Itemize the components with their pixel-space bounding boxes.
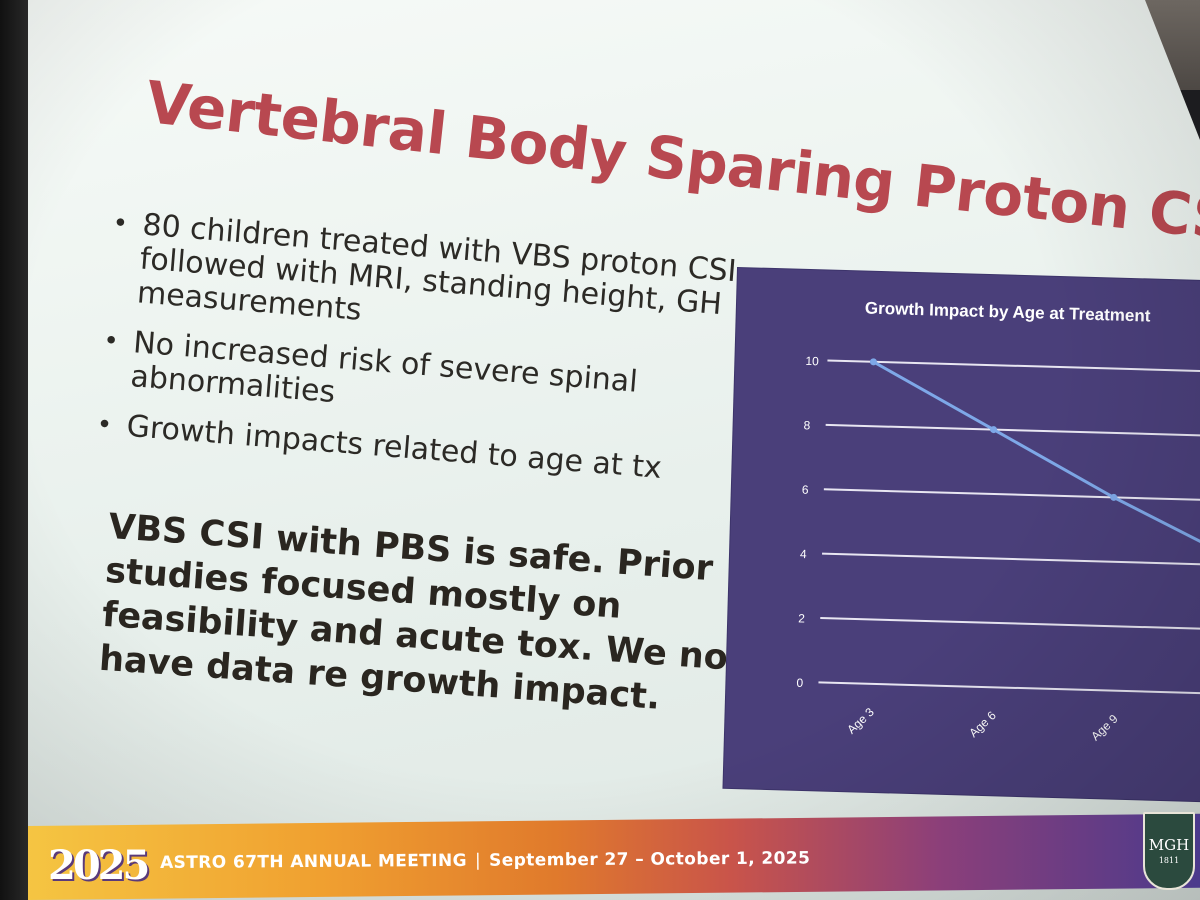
x-tick-label: Age 6 (966, 708, 999, 740)
bullet-dot-icon: • (95, 409, 114, 441)
gridline (827, 359, 1200, 374)
data-point (869, 358, 877, 366)
slide-title: Vertebral Body Sparing Proton CSI (142, 68, 1200, 256)
gridline (822, 552, 1200, 567)
gridline (823, 488, 1200, 503)
conclusion-text: VBS CSI with PBS is safe. Prior studies … (97, 506, 762, 718)
meeting-dates: September 27 – October 1, 2025 (489, 848, 811, 871)
growth-chart: Growth Impact by Age at Treatment 0 2 4 6 8 1… (723, 268, 1200, 803)
gridline (818, 681, 1200, 696)
y-tick-label: 10 (805, 354, 819, 368)
bullet-text: 80 children treated with VBS proton CSI … (135, 207, 738, 328)
mgh-year: 1811 (1158, 856, 1180, 865)
mgh-shield-logo: MGH 1811 (1143, 812, 1195, 890)
mgh-label: MGH (1148, 836, 1190, 854)
meeting-name: ASTRO 67TH ANNUAL MEETING (160, 850, 468, 873)
y-tick-label: 8 (803, 418, 810, 432)
bullet-list: • 80 children treated with VBS proton CS… (92, 206, 790, 511)
y-tick-label: 4 (800, 547, 807, 561)
bullet-dot-icon: • (102, 325, 120, 357)
footer-separator: | (474, 850, 482, 871)
y-tick-label: 0 (796, 676, 803, 690)
x-tick-label: Age 9 (1088, 712, 1121, 744)
chart-title: Growth Impact by Age at Treatment (865, 299, 1151, 326)
gridline (820, 617, 1200, 631)
data-point (990, 426, 998, 434)
gridline (825, 423, 1200, 438)
astro-2025-logo: 2025 (48, 842, 150, 889)
chart-svg: Growth Impact by Age at Treatment 0 2 4 6 8 1… (796, 299, 1200, 744)
y-tick-label: 2 (798, 611, 805, 625)
x-tick-label: Age 3 (844, 705, 877, 737)
y-tick-label: 6 (802, 483, 809, 497)
data-point (1110, 493, 1118, 501)
bullet-dot-icon: • (111, 208, 130, 240)
left-screen-edge (0, 0, 30, 900)
series-line (872, 360, 1200, 561)
